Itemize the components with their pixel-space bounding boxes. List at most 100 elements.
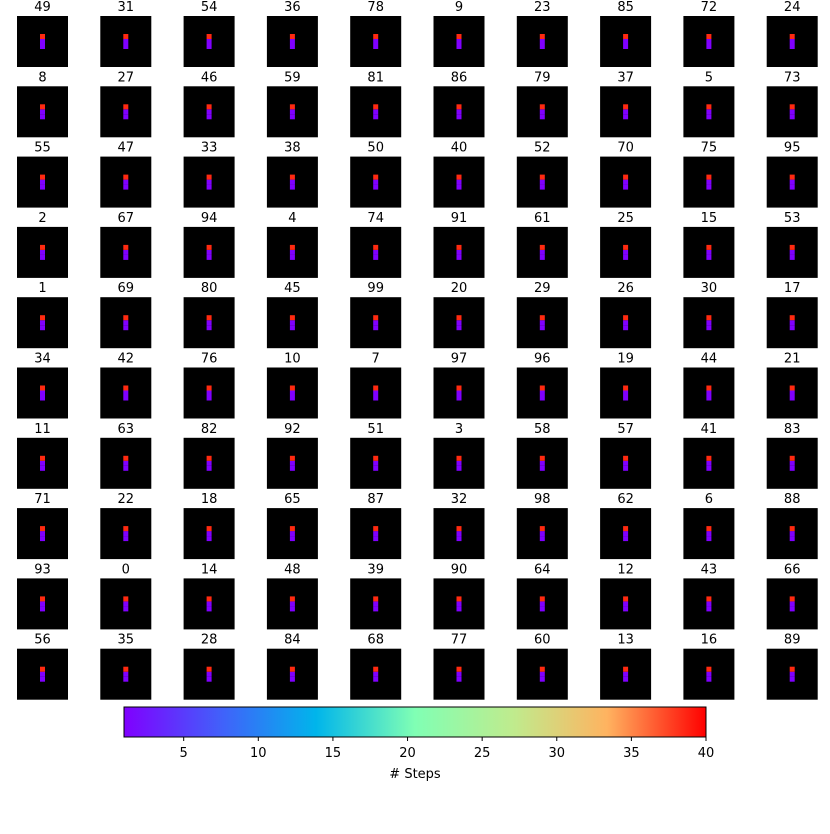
panel-title: 98 [534, 492, 551, 507]
path-cell [373, 536, 379, 542]
head-cell [623, 526, 629, 532]
path-cell [123, 536, 129, 542]
path-cell [373, 179, 379, 185]
head-cell [289, 244, 295, 250]
path-cell [789, 601, 795, 607]
path-cell [706, 320, 712, 326]
head-cell [373, 244, 379, 250]
panel-title: 81 [367, 70, 384, 85]
path-cell [206, 676, 212, 682]
colorbar-tick-label: 35 [623, 746, 640, 761]
path-cell [40, 184, 45, 190]
path-cell [373, 531, 379, 537]
colorbar-label: # Steps [389, 767, 441, 782]
head-cell [539, 104, 545, 110]
path-cell [206, 320, 212, 326]
panel-title: 43 [701, 562, 718, 577]
path-cell [123, 179, 129, 185]
path-cell [789, 320, 795, 326]
path-cell [623, 109, 629, 115]
path-cell [706, 249, 712, 255]
path-cell [623, 179, 629, 185]
path-cell [706, 254, 712, 260]
panel-title: 13 [617, 633, 634, 648]
panel-title: 56 [34, 633, 51, 648]
head-cell [706, 315, 712, 321]
head-cell [123, 34, 129, 39]
path-cell [123, 676, 129, 682]
head-cell [123, 596, 129, 602]
panel-title: 31 [118, 0, 135, 15]
head-cell [40, 455, 45, 461]
head-cell [40, 596, 45, 602]
panel-title: 78 [367, 0, 384, 15]
path-cell [40, 531, 45, 537]
path-cell [706, 390, 712, 396]
path-cell [289, 44, 295, 49]
panel-title: 17 [784, 281, 801, 296]
path-cell [539, 460, 545, 466]
head-cell [373, 596, 379, 602]
panel-title: 96 [534, 352, 551, 367]
head-cell [623, 34, 629, 39]
panel-title: 95 [784, 141, 801, 156]
path-cell [123, 109, 129, 115]
head-cell [373, 666, 379, 672]
path-cell [123, 601, 129, 607]
panel-title: 29 [534, 281, 551, 296]
path-cell [40, 460, 45, 466]
panel-title: 10 [284, 352, 301, 367]
path-cell [206, 109, 212, 115]
path-cell [40, 390, 45, 396]
path-cell [40, 254, 45, 260]
head-cell [789, 666, 795, 672]
head-cell [623, 455, 629, 461]
head-cell [789, 174, 795, 180]
head-cell [40, 666, 45, 672]
path-cell [289, 536, 295, 542]
panel-title: 57 [617, 422, 634, 437]
panel-title: 59 [284, 70, 301, 85]
panel-title: 45 [284, 281, 301, 296]
panel-title: 61 [534, 211, 551, 226]
head-cell [706, 596, 712, 602]
panel-title: 85 [617, 0, 634, 15]
path-cell [456, 254, 462, 260]
path-cell [123, 114, 129, 120]
path-cell [373, 44, 379, 49]
path-cell [206, 465, 212, 471]
path-cell [40, 465, 45, 471]
head-cell [539, 244, 545, 250]
panel-title: 63 [118, 422, 135, 437]
path-cell [789, 39, 795, 44]
path-cell [539, 179, 545, 185]
panel-title: 69 [118, 281, 135, 296]
path-cell [789, 325, 795, 331]
head-cell [539, 385, 545, 391]
path-cell [373, 325, 379, 331]
panel-title: 46 [201, 70, 218, 85]
path-cell [789, 536, 795, 542]
panel-title: 4 [288, 211, 296, 226]
panel-title: 47 [118, 141, 135, 156]
colorbar-tick-label: 15 [325, 746, 342, 761]
path-cell [623, 184, 629, 190]
head-cell [789, 244, 795, 250]
path-cell [789, 390, 795, 396]
panel-title: 73 [784, 70, 801, 85]
head-cell [456, 455, 462, 461]
panel-title: 0 [122, 562, 130, 577]
head-cell [123, 244, 129, 250]
path-cell [789, 44, 795, 49]
path-cell [789, 395, 795, 401]
head-cell [789, 385, 795, 391]
panel-title: 76 [201, 352, 218, 367]
path-cell [456, 671, 462, 677]
path-cell [456, 184, 462, 190]
head-cell [706, 526, 712, 532]
path-cell [623, 460, 629, 466]
path-cell [123, 531, 129, 537]
head-cell [539, 455, 545, 461]
path-cell [456, 179, 462, 185]
path-cell [206, 254, 212, 260]
